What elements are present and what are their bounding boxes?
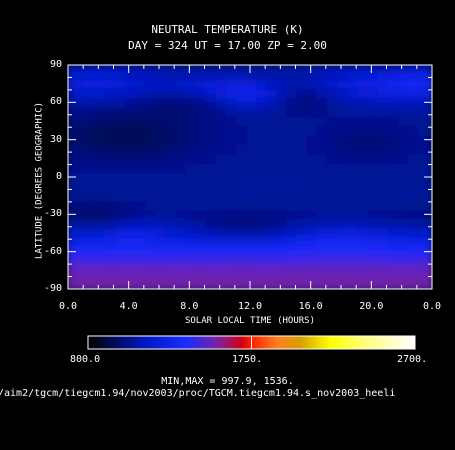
y-tick-label: -30	[43, 208, 62, 220]
chart-title: NEUTRAL TEMPERATURE (K)	[151, 23, 304, 36]
x-tick-label: 16.0	[298, 301, 323, 312]
axis-ticks	[67, 64, 433, 290]
colorbar-min-label: 800.0	[70, 354, 101, 365]
x-tick-label: 4.0	[119, 301, 138, 312]
y-tick-label: 0	[55, 171, 62, 182]
y-tick-label: 90	[49, 59, 62, 70]
x-tick-label: 0.0	[58, 301, 78, 312]
x-tick-label: 0.0	[422, 301, 442, 312]
field-cell	[417, 275, 432, 289]
y-tick-label: 60	[49, 96, 62, 108]
colorbar-mid-label: 1750.	[232, 354, 263, 365]
temperature-field	[68, 65, 432, 289]
y-tick-label: 30	[49, 133, 62, 145]
colorbar	[87, 335, 416, 350]
chart-subtitle: DAY = 324 UT = 17.00 ZP = 2.00	[128, 39, 327, 52]
colorbar-max-label: 2700.	[397, 354, 428, 365]
x-tick-label: 20.0	[359, 301, 384, 312]
x-tick-label: 8.0	[180, 301, 199, 312]
x-axis-label: SOLAR LOCAL TIME (HOURS)	[184, 316, 316, 326]
y-tick-label: -60	[43, 245, 62, 257]
x-tick-label: 12.0	[237, 301, 263, 312]
file-path: /aim2/tgcm/tiegcm1.94/nov2003/proc/TGCM.…	[0, 388, 396, 399]
y-axis-label: LATITUDE (DEGREES GEOGRAPHIC)	[34, 101, 45, 260]
y-tick-label: -90	[43, 283, 62, 294]
minmax-readout: MIN,MAX = 997.9, 1536.	[161, 376, 294, 387]
field-cells	[68, 65, 432, 289]
